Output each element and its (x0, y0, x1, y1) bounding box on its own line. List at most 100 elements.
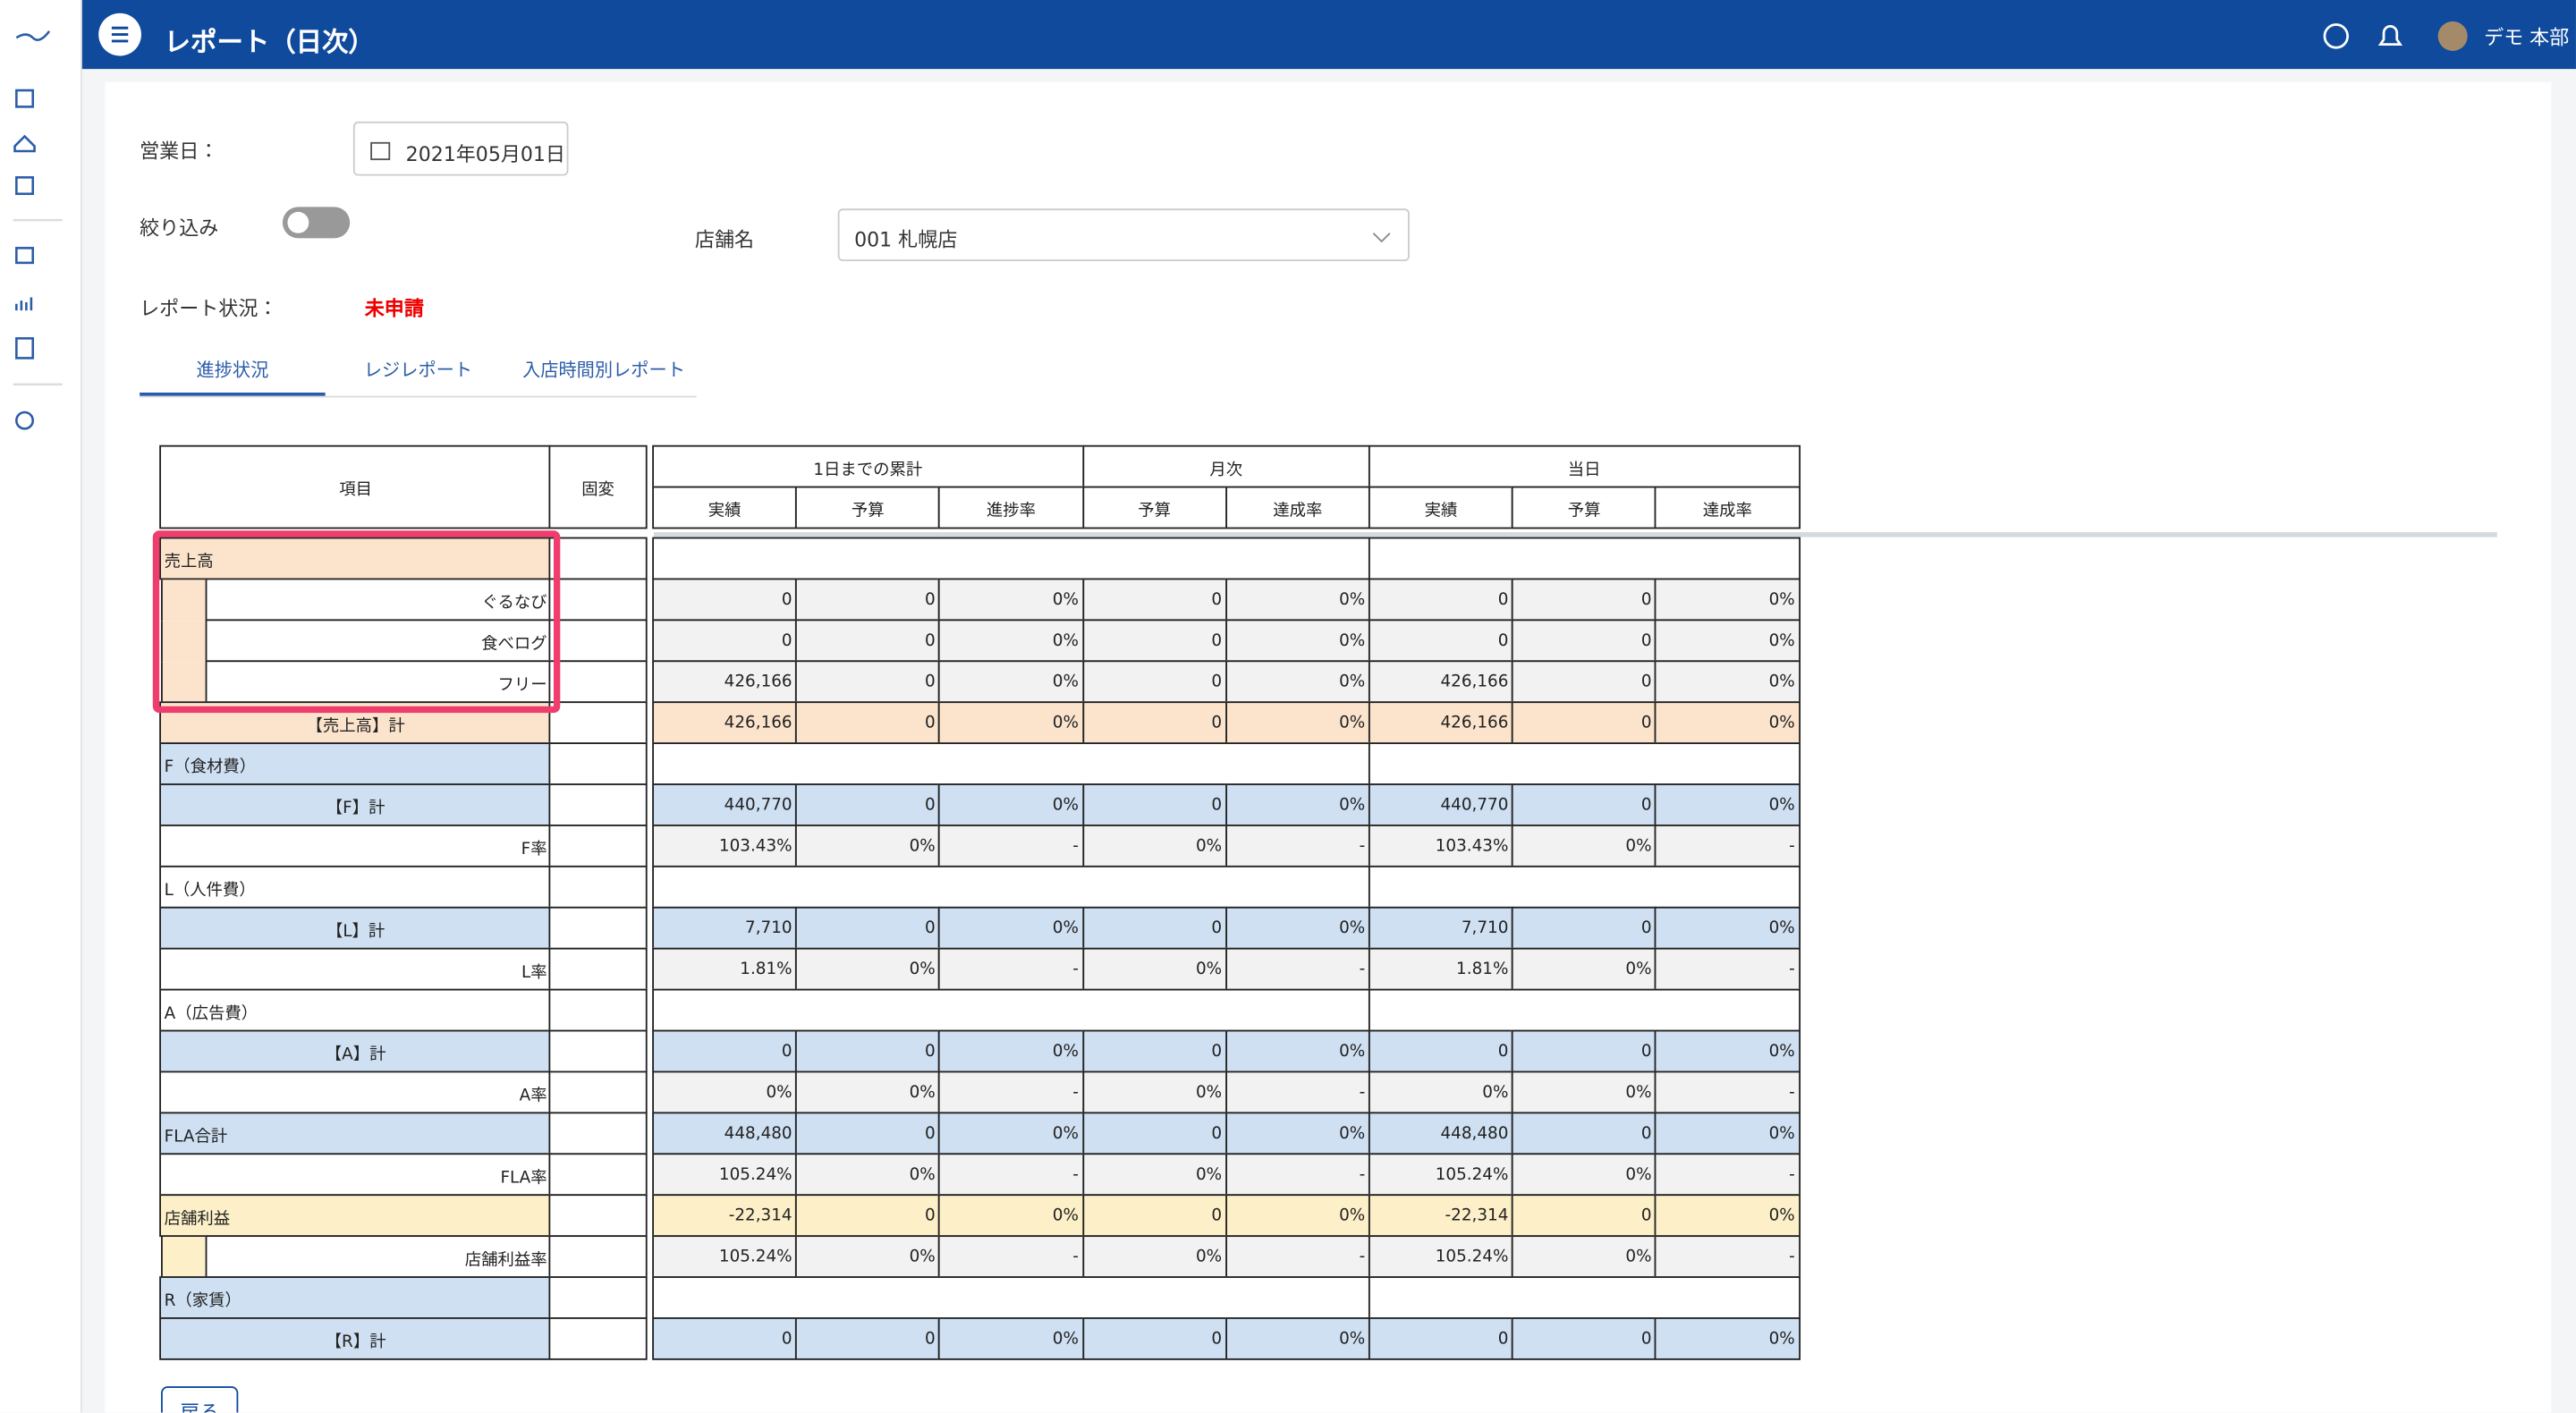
kind-cell (548, 742, 648, 785)
data-cell: - (1224, 1070, 1370, 1114)
nav-icon[interactable] (15, 247, 35, 265)
notification-icon[interactable] (2377, 25, 2402, 46)
kind-cell (548, 660, 648, 704)
data-cell: 0 (795, 1317, 941, 1360)
nav-icon[interactable] (13, 134, 36, 153)
toggle-knob (287, 211, 309, 233)
data-cell: 0 (1081, 906, 1227, 950)
kind-cell (548, 1317, 648, 1360)
nav-icon[interactable] (15, 176, 35, 196)
top-icons (2323, 21, 2468, 51)
data-cell: 0 (795, 578, 941, 622)
data-cell: - (1655, 1153, 1801, 1197)
row-label: 【F】計 (159, 783, 553, 826)
data-cell: 448,480 (1368, 1112, 1513, 1155)
header-cell: 固変 (548, 444, 648, 529)
tab[interactable]: 入店時間別レポート (522, 360, 685, 382)
data-cell: - (1655, 1235, 1801, 1278)
data-cell: -22,314 (652, 1194, 798, 1238)
data-cell: 0 (1081, 701, 1227, 745)
data-cell: 0 (795, 619, 941, 663)
indent-strip (160, 621, 209, 663)
top-bar: レポート（日次） デモ 本部 (81, 0, 2576, 70)
row-label: A（広告費） (159, 988, 553, 1032)
logo (15, 30, 51, 41)
data-cell: 103.43% (652, 825, 798, 867)
row-label: F（食材費） (159, 742, 553, 785)
tab-divider (140, 395, 697, 398)
data-cell: 0% (938, 701, 1084, 745)
data-cell: 0 (1368, 1029, 1513, 1073)
nav-icon[interactable] (15, 297, 33, 311)
data-cell: 7,710 (1368, 906, 1513, 950)
kind-cell (548, 906, 648, 950)
data-cell: 0% (1224, 660, 1370, 704)
data-cell: 0 (795, 1112, 941, 1155)
data-cell: 0 (1512, 1029, 1657, 1073)
page-title: レポート（日次） (164, 26, 375, 58)
data-cell: 0 (795, 1194, 941, 1238)
row-label: フリー (205, 660, 553, 704)
data-cell: 0 (1081, 1317, 1227, 1360)
data-cell: - (938, 1153, 1084, 1197)
sidebar (0, 0, 82, 1413)
tab[interactable]: 進捗状況 (196, 360, 269, 382)
nav-icon[interactable] (15, 337, 35, 360)
data-cell: 0% (938, 906, 1084, 950)
data-cell: 7,710 (652, 906, 798, 950)
data-cell: 0% (795, 1235, 941, 1278)
date-value: 2021年05月01日 (405, 142, 565, 166)
history-icon[interactable] (2323, 23, 2350, 49)
empty-cell (1368, 537, 1801, 580)
data-cell: 0 (1512, 578, 1657, 622)
data-cell: 1.81% (1368, 947, 1513, 991)
tab[interactable]: レジレポート (363, 360, 473, 382)
kind-cell (548, 947, 648, 991)
help-icon[interactable] (15, 410, 35, 430)
date-picker[interactable]: 2021年05月01日 (352, 121, 569, 176)
data-cell: 1.81% (652, 947, 798, 991)
data-cell: 0% (795, 825, 941, 867)
avatar[interactable] (2437, 21, 2468, 51)
store-select[interactable]: 001 札幌店 (837, 208, 1410, 262)
data-cell: 0 (1368, 1317, 1513, 1360)
back-button[interactable]: 戻る (160, 1386, 239, 1413)
kind-cell (548, 1070, 648, 1114)
data-cell: 0 (1081, 660, 1227, 704)
row-label: 店舗利益 (159, 1194, 553, 1238)
data-cell: 0% (1081, 1070, 1227, 1114)
user-name[interactable]: デモ 本部 (2484, 26, 2570, 50)
data-cell: 0% (1081, 1235, 1227, 1278)
data-cell: 426,166 (652, 701, 798, 745)
kind-cell (548, 1194, 648, 1238)
kind-cell (548, 537, 648, 580)
filter-label: 絞り込み (140, 216, 219, 241)
column-header: 達成率 (1224, 486, 1370, 529)
empty-cell (652, 537, 1370, 580)
data-cell: 105.24% (1368, 1235, 1513, 1278)
data-cell: 0% (1224, 701, 1370, 745)
data-cell: 0% (1224, 1194, 1370, 1238)
data-cell: 426,166 (1368, 701, 1513, 745)
data-cell: 0 (1368, 619, 1513, 663)
data-cell: 0% (938, 783, 1084, 826)
data-cell: 0% (938, 1029, 1084, 1073)
nav-icon[interactable] (15, 89, 35, 108)
data-cell: 0% (938, 578, 1084, 622)
kind-cell (548, 1112, 648, 1155)
kind-cell (548, 1029, 648, 1073)
row-label: 【L】計 (159, 906, 553, 950)
filter-toggle[interactable] (282, 207, 351, 239)
menu-icon (111, 26, 129, 43)
data-cell: 426,166 (1368, 660, 1513, 704)
data-cell: 0% (1512, 947, 1657, 991)
menu-button[interactable] (98, 13, 141, 56)
data-cell: 0 (652, 578, 798, 622)
data-cell: 0% (1224, 1317, 1370, 1360)
row-label: FLA合計 (159, 1112, 553, 1155)
data-cell: 0% (795, 1153, 941, 1197)
data-cell: 0 (1512, 1194, 1657, 1238)
data-cell: 440,770 (652, 783, 798, 826)
data-cell: 0 (1081, 619, 1227, 663)
